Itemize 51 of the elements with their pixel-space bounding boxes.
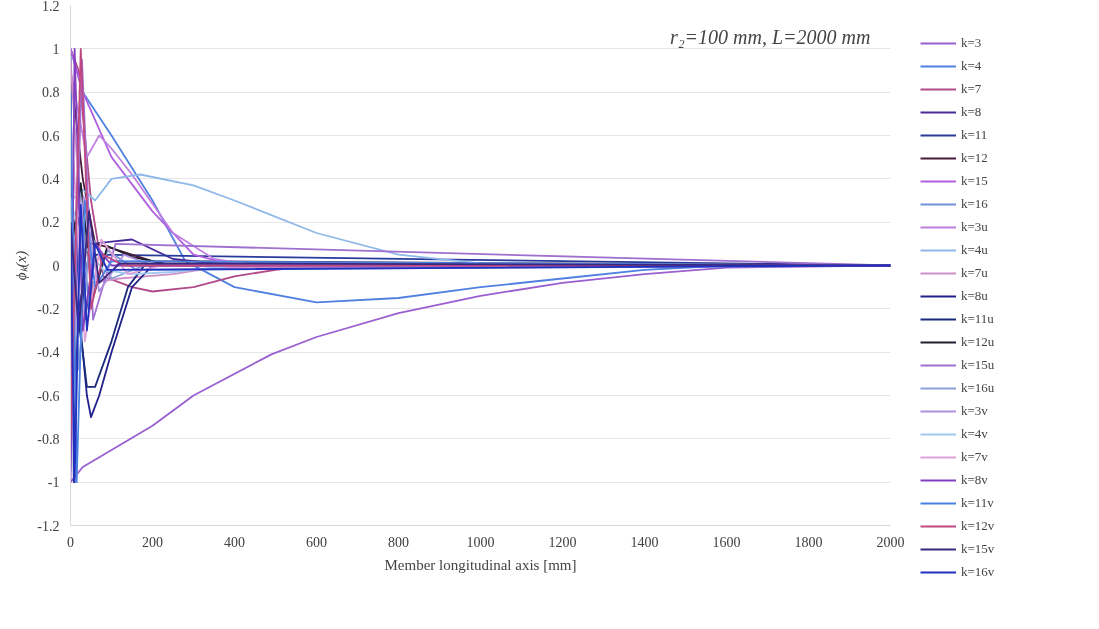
legend-label: k=15	[961, 173, 989, 189]
legend-label: k=3u	[961, 219, 989, 235]
legend-label: k=12v	[961, 518, 996, 534]
legend-label: k=11v	[961, 495, 995, 511]
x-tick-label: 0	[67, 534, 74, 550]
y-tick-label: -0.6	[37, 388, 60, 404]
x-tick-label: 1800	[794, 534, 823, 550]
y-tick-label: -0.4	[37, 345, 60, 361]
y-tick-label: 0.2	[42, 215, 60, 231]
legend-label: k=12	[961, 150, 989, 166]
legend-label: k=3	[961, 35, 983, 51]
legend-label: k=4u	[961, 242, 989, 258]
legend-label: k=3v	[961, 403, 989, 419]
y-tick-label: -1	[47, 475, 60, 491]
legend-label: k=4	[961, 58, 983, 74]
legend-label: k=7	[961, 81, 983, 97]
legend-label: k=15u	[961, 357, 996, 373]
legend-label: k=15v	[961, 541, 996, 557]
x-tick-label: 2000	[876, 534, 905, 550]
legend-label: k=11u	[961, 311, 995, 327]
legend-label: k=8	[961, 104, 983, 120]
x-tick-label: 1000	[466, 534, 495, 550]
y-tick-label: 0	[52, 258, 60, 274]
legend-label: k=11	[961, 127, 989, 143]
x-tick-label: 1600	[712, 534, 741, 550]
x-tick-label: 400	[224, 534, 245, 550]
y-tick-label: 0.4	[42, 171, 60, 187]
legend-label: k=4v	[961, 426, 989, 442]
y-axis-title: ϕₖ(x)	[13, 250, 31, 281]
legend-label: k=7v	[961, 449, 989, 465]
legend-label: k=8u	[961, 288, 989, 304]
legend-label: k=16v	[961, 564, 996, 580]
legend-label: k=16	[961, 196, 989, 212]
x-tick-label: 600	[306, 534, 327, 550]
legend-label: k=8v	[961, 472, 989, 488]
y-tick-label: -1.2	[37, 518, 60, 534]
y-tick-label: 0.6	[42, 128, 60, 144]
annotation: r₂=100 mm, L=2000 mm	[669, 25, 871, 48]
y-tick-label: -0.2	[37, 301, 60, 317]
legend-label: k=12u	[961, 334, 996, 350]
x-axis-title: Member longitudinal axis [mm]	[384, 556, 577, 573]
y-tick-label: 1	[52, 41, 60, 57]
y-tick-label: 0.8	[42, 85, 60, 101]
legend-label: k=7u	[961, 265, 989, 281]
x-tick-label: 200	[142, 534, 163, 550]
x-tick-label: 800	[388, 534, 409, 550]
x-tick-label: 1200	[548, 534, 577, 550]
x-tick-label: 1400	[630, 534, 659, 550]
legend-label: k=16u	[961, 380, 996, 396]
y-tick-label: -0.8	[37, 431, 60, 447]
y-tick-label: 1.2	[42, 0, 60, 14]
